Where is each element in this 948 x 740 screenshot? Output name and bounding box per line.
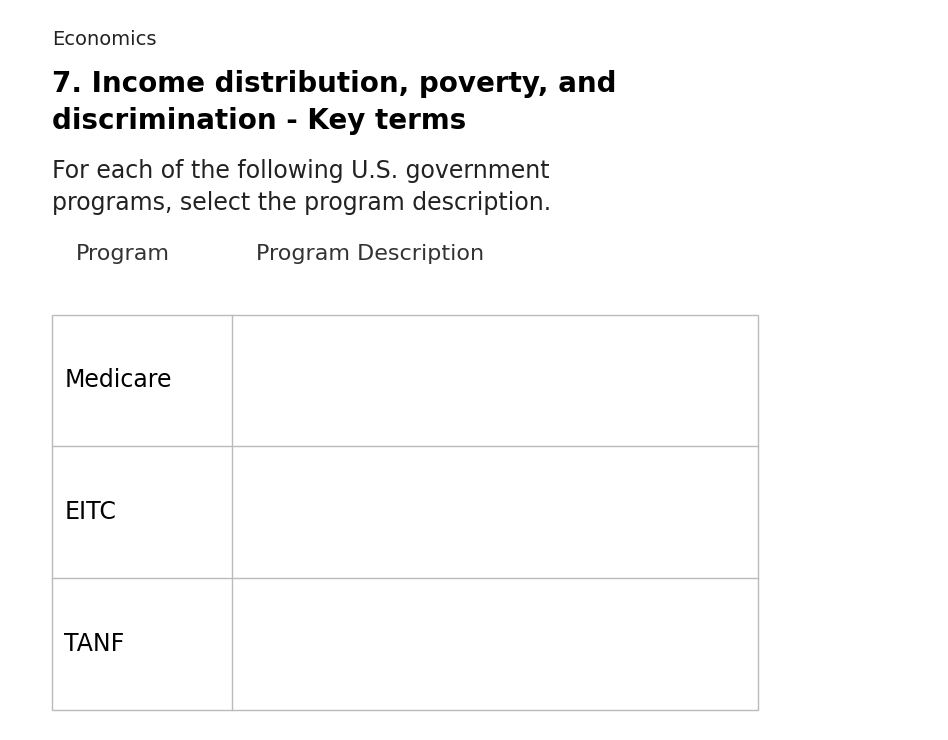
Text: Program Description: Program Description xyxy=(256,244,484,264)
Text: discrimination - Key terms: discrimination - Key terms xyxy=(52,107,466,135)
Text: 7. Income distribution, poverty, and: 7. Income distribution, poverty, and xyxy=(52,70,616,98)
Text: For each of the following U.S. government: For each of the following U.S. governmen… xyxy=(52,159,550,183)
Text: Program: Program xyxy=(76,244,170,264)
Text: TANF: TANF xyxy=(64,633,125,656)
Text: programs, select the program description.: programs, select the program description… xyxy=(52,191,552,215)
Text: Economics: Economics xyxy=(52,30,156,49)
Text: Medicare: Medicare xyxy=(64,369,172,392)
Text: EITC: EITC xyxy=(64,500,117,525)
